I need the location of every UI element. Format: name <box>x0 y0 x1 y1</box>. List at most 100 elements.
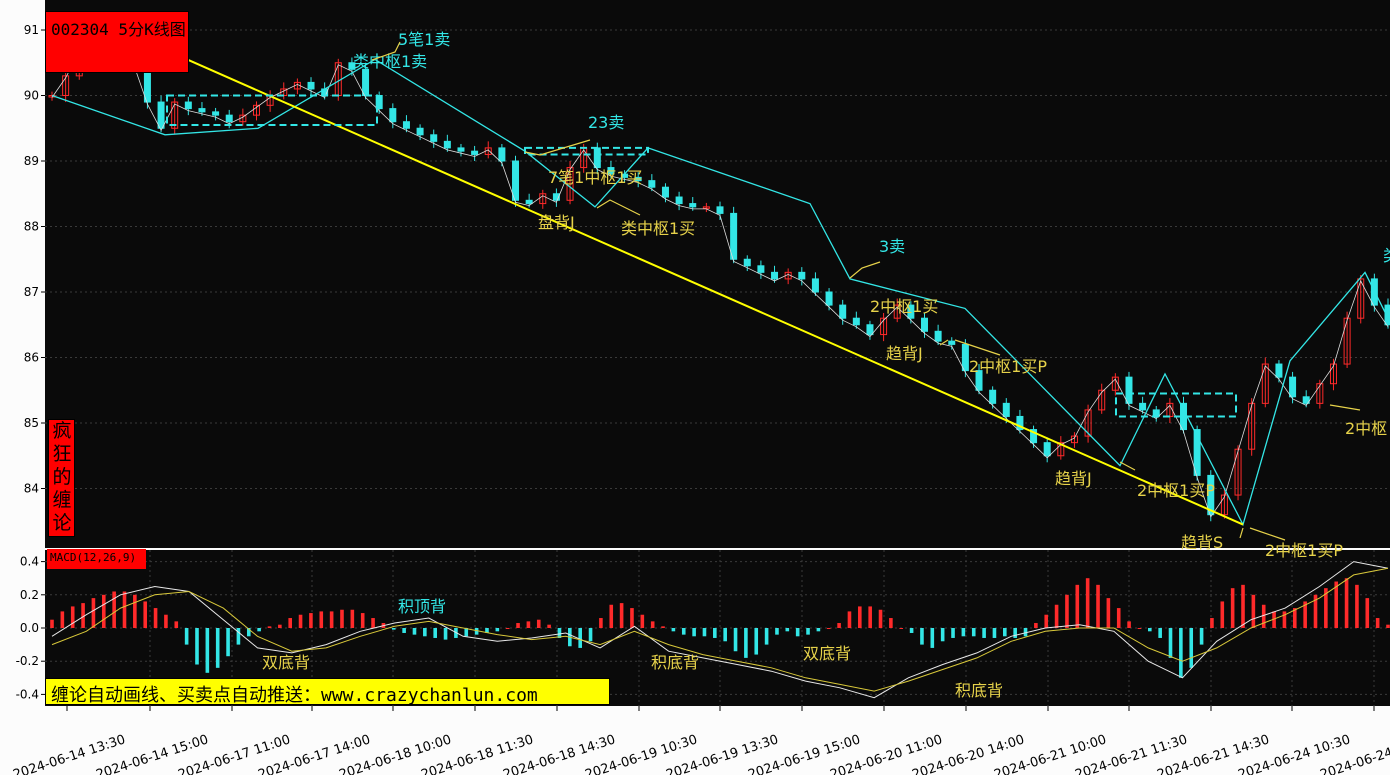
macd-bar <box>184 628 189 645</box>
candle-body <box>512 160 520 201</box>
annotation-label: 趋背J <box>886 344 923 363</box>
macd-bar <box>640 614 645 628</box>
macd-bar <box>920 628 924 645</box>
macd-bar <box>174 621 179 628</box>
candle-body <box>525 199 533 205</box>
candle-body <box>443 140 451 149</box>
macd-bar <box>775 628 779 635</box>
annotation-label: 趋背J <box>1055 469 1092 488</box>
macd-bar <box>795 628 800 637</box>
macd-bar <box>1220 601 1225 628</box>
candle-body <box>539 193 547 205</box>
y-tick-label: 90 <box>24 89 39 103</box>
candle-body <box>593 147 601 169</box>
macd-bar <box>630 608 634 628</box>
macd-bar <box>164 614 168 628</box>
candle-body <box>430 134 438 142</box>
chart-title: 002304 5分K线图 <box>51 20 186 39</box>
macd-bar <box>433 628 437 638</box>
macd-bar <box>992 628 997 638</box>
candle-body <box>1289 376 1297 398</box>
macd-bar <box>50 619 54 628</box>
y-tick-label: 86 <box>24 351 39 365</box>
macd-bar <box>868 606 872 628</box>
candle-body <box>1207 474 1215 516</box>
candle-body <box>880 317 888 336</box>
macd-annotation-label: 双底背 <box>262 653 310 672</box>
macd-bar <box>1303 601 1307 628</box>
annotation-arrow <box>939 339 949 346</box>
macd-bar <box>278 624 282 628</box>
macd-bar <box>1230 588 1235 628</box>
macd-bar <box>609 604 614 628</box>
macd-bar <box>557 628 562 638</box>
macd-dea-line <box>51 567 1389 692</box>
macd-bar <box>443 628 448 640</box>
macd-bar <box>909 628 914 633</box>
annotation-arrow <box>954 339 1001 356</box>
macd-bar <box>1344 578 1349 628</box>
candle-body <box>457 147 465 152</box>
macd-bar <box>1085 578 1090 628</box>
annotation-arrow <box>1239 527 1244 539</box>
macd-y-tick-label: -0.2 <box>16 654 39 668</box>
annotation-arrow <box>1249 527 1286 541</box>
macd-bar <box>329 611 334 628</box>
macd-bar <box>391 628 396 630</box>
annotation-label: 类 <box>1383 246 1390 265</box>
chan-stroke-line <box>51 58 1389 527</box>
candle-body <box>1030 429 1038 444</box>
macd-bar <box>485 628 489 633</box>
macd-bar <box>1261 604 1266 628</box>
macd-bar <box>309 613 313 628</box>
macd-bar <box>288 618 293 628</box>
macd-bar <box>267 626 272 628</box>
y-tick-label: 84 <box>24 482 39 496</box>
macd-bar <box>713 628 717 638</box>
macd-bar <box>91 598 96 628</box>
macd-bar <box>951 628 955 638</box>
trendline <box>149 42 1244 526</box>
annotation-label: 2中枢1买P <box>1137 481 1215 500</box>
candle-body <box>907 304 915 319</box>
macd-bar <box>1137 628 1142 629</box>
candle-body <box>171 101 179 129</box>
macd-bar <box>474 628 479 635</box>
candle-body <box>757 265 765 273</box>
macd-bar <box>1334 581 1339 628</box>
macd-bar <box>81 603 85 628</box>
candle-body <box>225 114 233 123</box>
annotation-label: 5笔1卖 <box>398 30 450 49</box>
annotation-label: 23卖 <box>588 113 624 132</box>
macd-bar <box>1241 584 1245 628</box>
macd-bar <box>971 628 976 637</box>
candle-body <box>771 271 779 280</box>
indicator-label: MACD(12,26,9) <box>50 551 137 564</box>
candle-body <box>1343 317 1351 365</box>
macd-bar <box>195 628 199 665</box>
macd-bar <box>899 628 904 629</box>
pivot-box <box>524 146 649 156</box>
macd-bar <box>661 626 665 628</box>
candle-body <box>989 389 997 404</box>
macd-bar <box>961 628 966 637</box>
main-panel-bg <box>45 0 1390 548</box>
macd-bar <box>1075 584 1080 628</box>
candle-body <box>920 317 928 332</box>
annotation-label: 2中枢1买 <box>870 297 938 316</box>
candle-body <box>252 104 260 116</box>
candle-body <box>1357 278 1365 319</box>
candle-body <box>362 68 370 97</box>
annotation-label: 3卖 <box>879 237 905 256</box>
macd-bar <box>723 628 727 642</box>
macd-bar <box>1189 628 1194 668</box>
macd-bar <box>215 628 220 668</box>
y-tick-label: 85 <box>24 416 39 430</box>
macd-bar <box>1096 584 1100 628</box>
macd-bar <box>930 628 935 648</box>
candle-body <box>961 343 969 372</box>
macd-bar <box>1282 611 1287 628</box>
chart-title-box: 002304 5分K线图 <box>45 11 189 73</box>
macd-bar <box>599 618 603 628</box>
